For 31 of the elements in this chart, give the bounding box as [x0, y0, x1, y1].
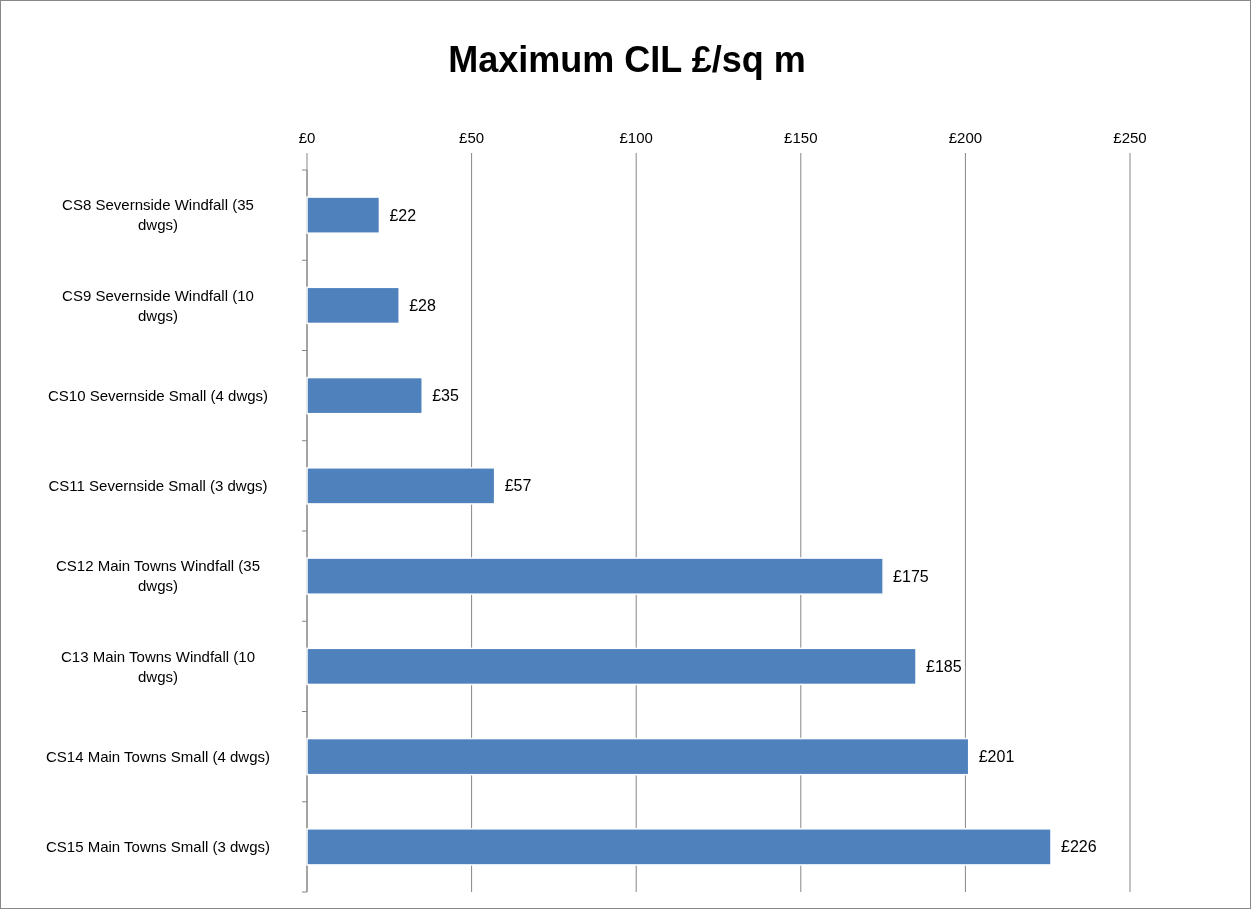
y-tick-label: CS11 Severnside Small (3 dwgs) — [48, 477, 268, 495]
x-tick-label: £150 — [784, 129, 818, 146]
bar — [306, 376, 423, 415]
y-tick-label: CS15 Main Towns Small (3 dwgs) — [46, 838, 270, 856]
x-tick-label: £200 — [948, 129, 983, 146]
x-tick-label: £250 — [1113, 129, 1147, 146]
data-label: £226 — [1060, 838, 1097, 856]
y-tick-label: CS14 Main Towns Small (4 dwgs) — [46, 747, 270, 765]
bar — [306, 196, 381, 234]
data-label: £28 — [409, 296, 436, 314]
y-tick-label: C13 Main Towns Windfall (10 dwgs) — [61, 647, 255, 685]
data-label: £57 — [504, 477, 532, 495]
y-tick-label: CS12 Main Towns Windfall (35 dwgs) — [56, 557, 260, 595]
bar — [306, 828, 1052, 866]
bar — [306, 286, 400, 325]
bar — [306, 557, 884, 595]
x-tick-label: £100 — [619, 129, 653, 146]
bar — [306, 467, 496, 505]
x-tick-label: £50 — [459, 129, 485, 146]
y-tick-label: CS9 Severnside Windfall (10 dwgs) — [62, 286, 254, 324]
y-tick-label: CS10 Severnside Small (4 dwgs) — [47, 386, 269, 404]
bar — [306, 647, 917, 686]
data-label: £201 — [978, 748, 1015, 766]
data-label: £175 — [893, 567, 929, 585]
chart-title: Maximum CIL £/sq m — [448, 39, 806, 80]
x-tick-label: £0 — [298, 129, 316, 146]
y-tick-label: CS8 Severnside Windfall (35 dwgs) — [62, 196, 254, 234]
data-label: £22 — [389, 206, 417, 224]
data-label: £35 — [432, 387, 460, 405]
data-label: £185 — [926, 657, 962, 675]
bar — [306, 737, 970, 776]
